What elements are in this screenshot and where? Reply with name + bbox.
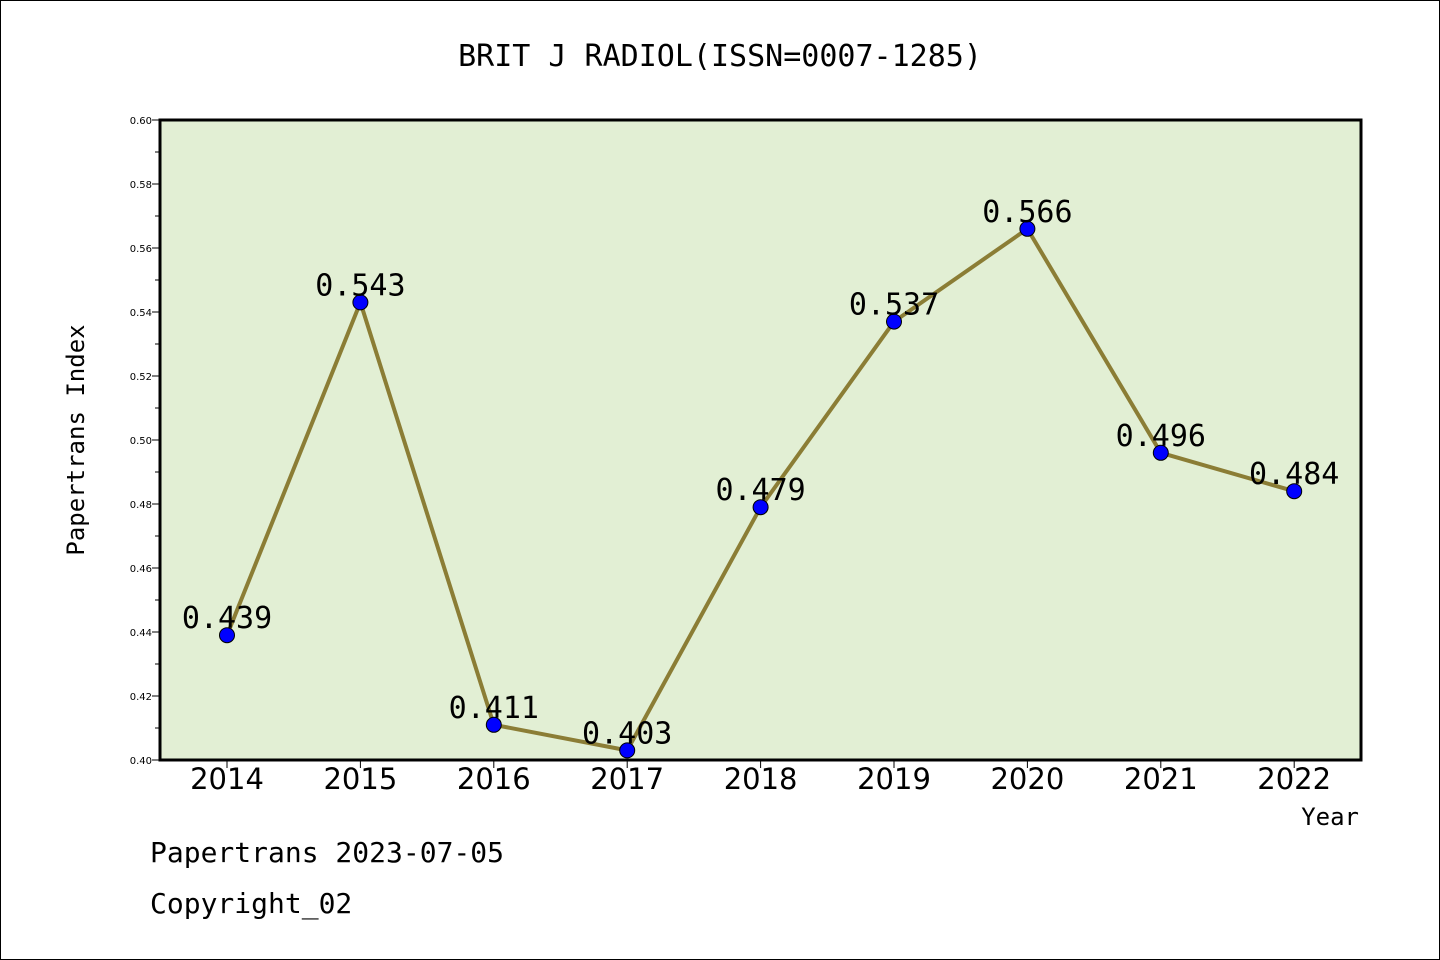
data-point [352, 294, 369, 311]
data-label: 0.484 [1249, 457, 1339, 492]
y-tick-label: 0.50 [130, 436, 152, 447]
x-tick-label: 2021 [1124, 762, 1198, 796]
data-label: 0.566 [982, 195, 1072, 230]
y-tick-label: 0.40 [130, 756, 152, 767]
x-tick-label: 2018 [724, 762, 798, 796]
x-tick-label: 2022 [1257, 762, 1331, 796]
y-tick-label: 0.60 [130, 116, 152, 127]
x-tick-label: 2020 [990, 762, 1064, 796]
data-point [752, 499, 769, 516]
data-labels: 0.439 0.543 0.411 0.403 0.479 0.537 0.566 0.496… [182, 195, 1340, 752]
data-point [485, 716, 502, 733]
data-label: 0.411 [449, 691, 539, 726]
x-tick-label: 2015 [323, 762, 397, 796]
data-point [219, 627, 235, 644]
y-axis: 0.40 0.42 0.44 0.46 0.48 0.50 0.52 0.54 0.56 0.58… [130, 116, 160, 767]
y-tick-label: 0.46 [130, 564, 152, 575]
footer-date: Papertrans 2023-07-05 [150, 836, 504, 869]
x-axis-label: Year [1301, 803, 1359, 831]
x-tick-label: 2016 [457, 762, 531, 796]
data-point [886, 313, 902, 330]
data-label: 0.439 [182, 601, 272, 636]
y-axis-label: Papertrans Index [62, 324, 90, 555]
data-point [619, 742, 636, 759]
x-axis: 2014 2015 2016 2017 2018 2019 2020 2021 2022 [190, 760, 1331, 796]
x-tick-label: 2017 [590, 762, 664, 796]
y-tick-label: 0.44 [130, 628, 152, 639]
y-tick-label: 0.54 [130, 308, 152, 319]
data-label: 0.403 [582, 716, 672, 751]
chart-title: BRIT J RADIOL(ISSN=0007-1285) [458, 39, 982, 74]
x-tick-label: 2019 [857, 762, 931, 796]
series-papertrans-index [219, 220, 1303, 759]
data-label: 0.496 [1116, 419, 1206, 454]
data-label: 0.537 [849, 288, 939, 323]
x-tick-label: 2014 [190, 762, 264, 796]
data-point [1152, 444, 1169, 461]
y-tick-label: 0.42 [130, 692, 152, 703]
data-label: 0.479 [715, 473, 805, 508]
footer-copyright: Copyright_02 [150, 887, 352, 921]
plot-area [158, 118, 1363, 762]
y-tick-label: 0.48 [130, 500, 152, 511]
y-tick-label: 0.52 [130, 372, 152, 383]
data-point [1019, 220, 1036, 237]
data-label: 0.543 [315, 268, 405, 303]
y-tick-label: 0.56 [130, 244, 152, 255]
data-point [1286, 483, 1303, 500]
y-tick-label: 0.58 [130, 180, 152, 191]
